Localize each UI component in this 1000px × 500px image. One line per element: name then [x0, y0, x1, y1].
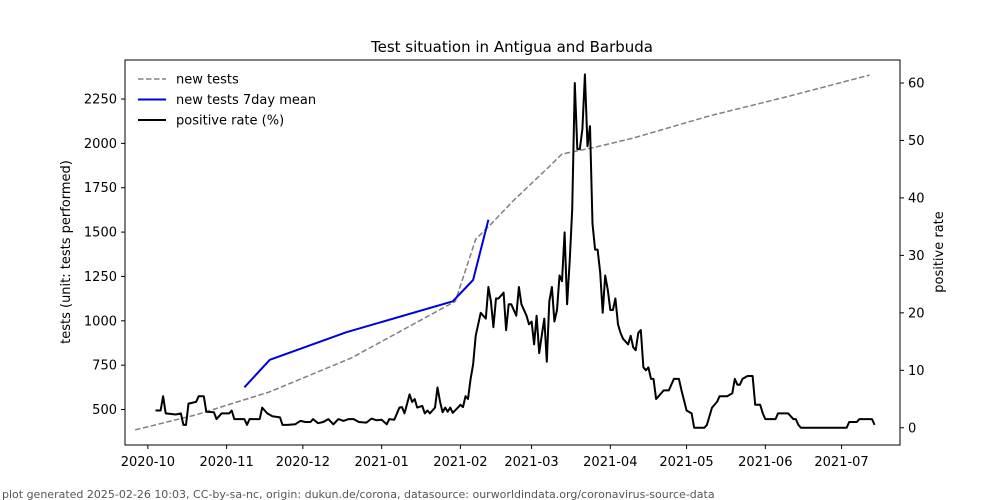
x-tick-label: 2021-01: [354, 455, 408, 470]
y-right-tick-label: 40: [908, 191, 925, 206]
legend-label: new tests 7day mean: [176, 93, 316, 108]
y-right-tick-label: 60: [908, 76, 925, 91]
x-tick-label: 2021-02: [433, 455, 487, 470]
x-tick-label: 2021-05: [659, 455, 713, 470]
legend: new tests new tests 7day mean positive rat…: [138, 73, 316, 129]
x-tick-label: 2020-10: [121, 455, 175, 470]
series-line-positive-rate: [155, 73, 876, 429]
x-tick-label: 2021-07: [814, 455, 868, 470]
y-left-tick-label: 1000: [84, 314, 117, 329]
y-left-tick-label: 750: [92, 359, 117, 374]
x-tick-label: 2021-06: [738, 455, 792, 470]
y-right-tick-label: 10: [908, 364, 925, 379]
series-layer: [135, 73, 876, 431]
y-right-tick-label: 50: [908, 134, 925, 149]
x-tick-label: 2020-11: [199, 455, 253, 470]
y-right-tick-label: 30: [908, 249, 925, 264]
y-right-tick-label: 0: [908, 421, 916, 436]
y-axis-left-label: tests (unit: tests performed): [59, 160, 74, 344]
axes-layer: 2020-10 2020-11 2020-12 2021-01 2021-02 2021-…: [84, 59, 925, 470]
legend-label: new tests: [176, 73, 239, 88]
y-left-tick-label: 1750: [84, 181, 117, 196]
x-tick-label: 2021-04: [583, 455, 637, 470]
y-left-tick-label: 1500: [84, 226, 117, 241]
x-tick-label: 2020-12: [276, 455, 330, 470]
plot-frame: [124, 59, 901, 446]
chart-title: Test situation in Antigua and Barbuda: [370, 38, 653, 56]
y-left-tick-label: 2000: [84, 137, 117, 152]
y-left-tick-label: 500: [92, 403, 117, 418]
series-line-new-tests-7day-mean: [243, 219, 490, 388]
series-line-new-tests: [135, 74, 870, 431]
footer-note: plot generated 2025-02-26 10:03, CC-by-s…: [2, 488, 715, 500]
y-right-tick-label: 20: [908, 306, 925, 321]
legend-label: positive rate (%): [176, 114, 284, 129]
y-left-tick-label: 2250: [84, 93, 117, 108]
x-tick-label: 2021-03: [504, 455, 558, 470]
y-left-tick-label: 1250: [84, 270, 117, 285]
y-axis-right-label: positive rate: [932, 211, 947, 293]
